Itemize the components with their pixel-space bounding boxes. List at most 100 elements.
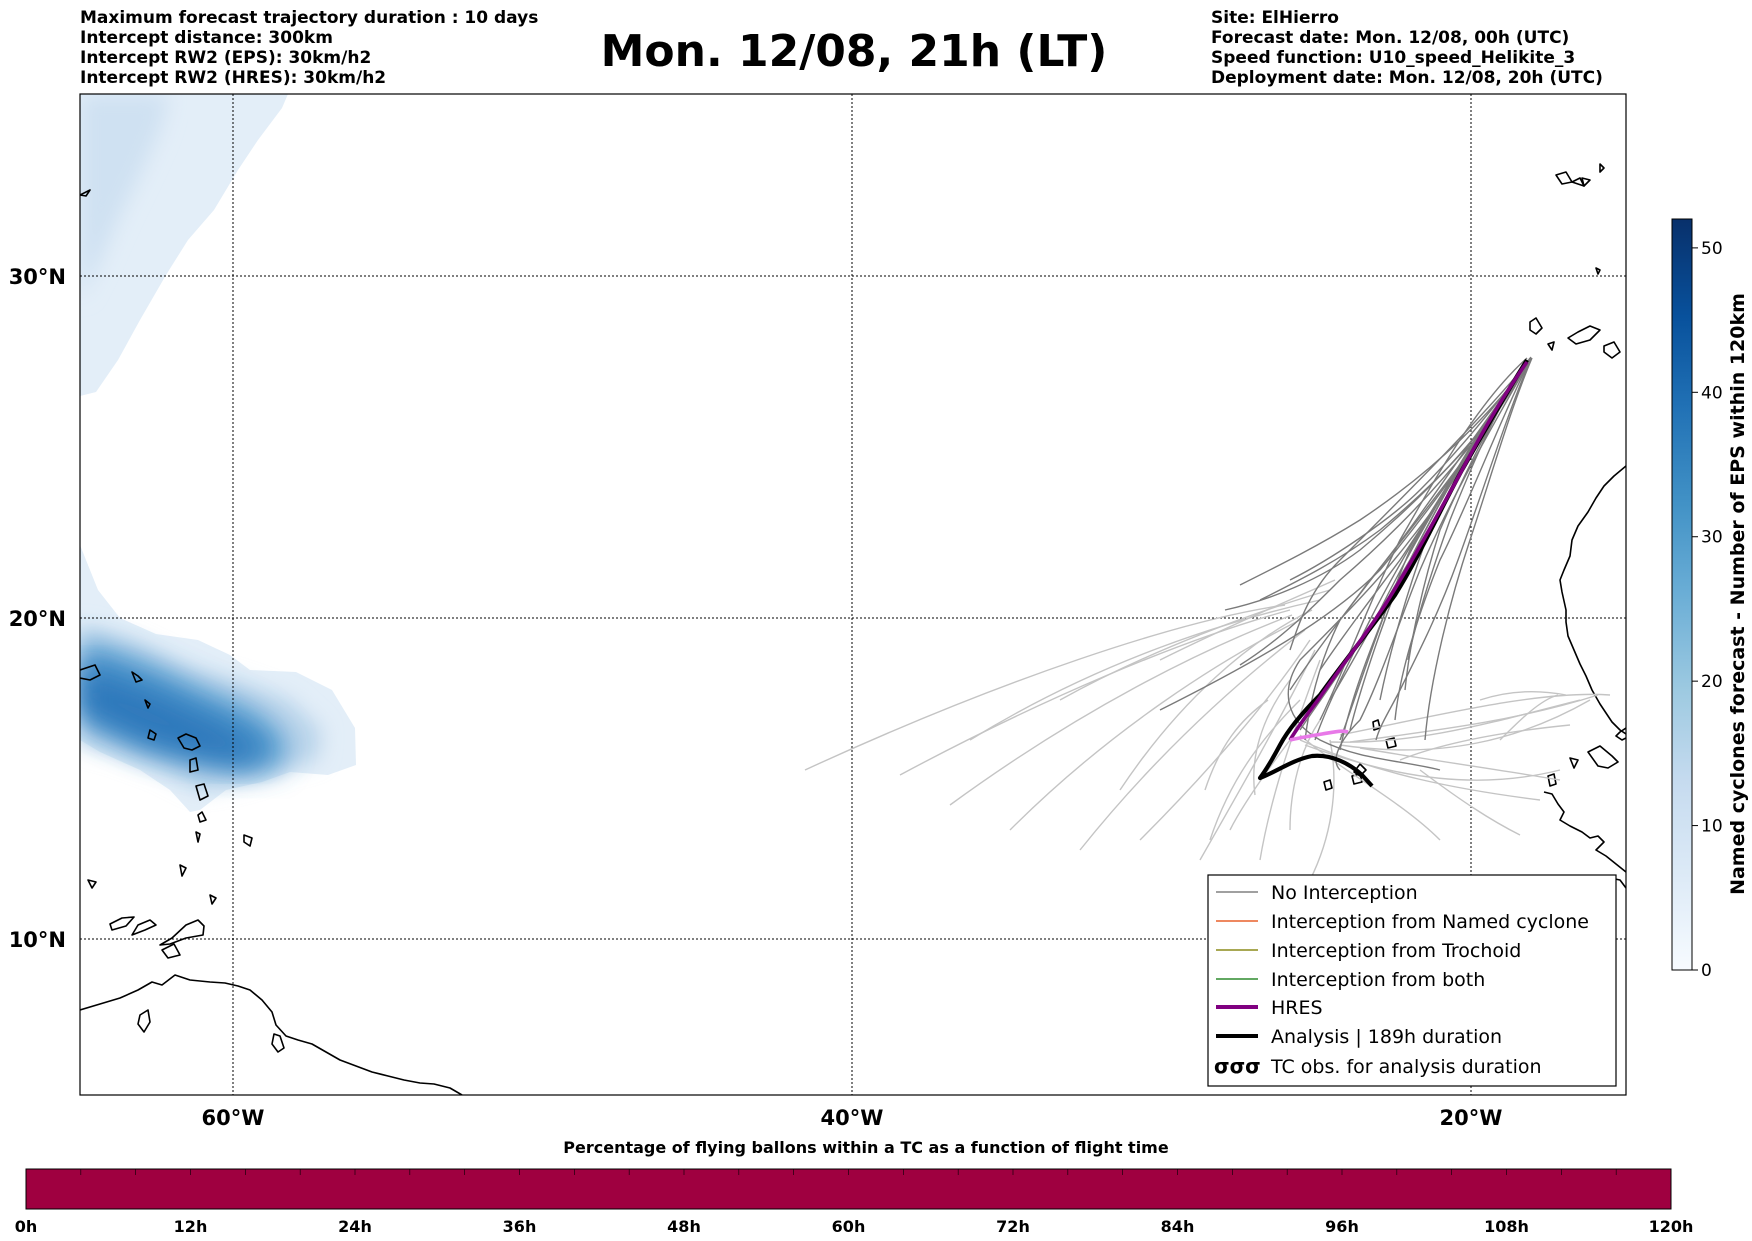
eps-trajectory: [1204, 699, 1269, 791]
flight-time-tick-label: 96h: [1325, 1217, 1359, 1236]
flight-time-tick-label: 36h: [503, 1217, 537, 1236]
info-line: Intercept RW2 (HRES): 30km/h2: [80, 68, 387, 88]
eps-trajectory: [1335, 361, 1530, 771]
eps-trajectory: [1419, 769, 1521, 836]
madeira: [1529, 317, 1543, 335]
flight-time-bar-ticks: 0h 12h 24h 36h 48h 60h 72h 84h 96h 108h 120h: [15, 1217, 1694, 1236]
info-line: Intercept RW2 (EPS): 30km/h2: [80, 48, 372, 68]
lon-label-40w: 40°W: [821, 1106, 884, 1130]
flight-time-tick-label: 84h: [1161, 1217, 1195, 1236]
canary-island: [1603, 341, 1621, 359]
azores-island: [1599, 163, 1605, 173]
page-title: Mon. 12/08, 21h (LT): [600, 26, 1108, 77]
caribbean-island: [243, 834, 253, 847]
info-line: Deployment date: Mon. 12/08, 20h (UTC): [1211, 68, 1603, 88]
africa-coast-west: [1543, 791, 1626, 873]
lat-label-20n: 20°N: [9, 607, 66, 631]
legend-label: HRES: [1271, 997, 1323, 1019]
legend-item-trochoid: Interception from Trochoid: [1216, 940, 1521, 962]
hres-track-late: [1289, 729, 1349, 742]
colorbar: 0 10 20 30 40 50 Named cyclones forecast - Nu…: [1671, 218, 1749, 981]
eps-trajectory: [1375, 357, 1532, 741]
lat-label-30n: 30°N: [9, 265, 66, 289]
eps-trajectory: [949, 614, 1293, 806]
forecast-parameters: Maximum forecast trajectory duration : 1…: [80, 8, 538, 88]
site-parameters: Site: ElHierro Forecast date: Mon. 12/08…: [1211, 8, 1603, 88]
caribbean-island: [131, 919, 157, 936]
africa-coast: [1615, 727, 1626, 741]
flight-time-bar-fill: [25, 1168, 1672, 1210]
density-band-south-peak: [80, 665, 262, 764]
caribbean-island: [109, 916, 135, 931]
colorbar-ticks: 0 10 20 30 40 50: [1692, 239, 1723, 981]
colorbar-gradient: [1671, 218, 1693, 971]
info-line: Intercept distance: 300km: [80, 28, 333, 48]
eps-trajectory: [1499, 694, 1559, 741]
lon-label-20w: 20°W: [1440, 1106, 1503, 1130]
eps-trajectory: [1399, 724, 1571, 761]
caribbean-island: [177, 733, 201, 751]
eps-trajectory: [1253, 679, 1291, 796]
caribbean-island: [144, 699, 151, 709]
caribbean-island: [159, 919, 205, 946]
legend-item-both: Interception from both: [1216, 969, 1485, 991]
flight-time-tick-label: 0h: [15, 1217, 38, 1236]
caribbean-island: [87, 879, 97, 889]
legend: No Interception Interception from Named …: [1207, 874, 1617, 1087]
legend-item-tc-obs: σσσ TC obs. for analysis duration: [1214, 1054, 1542, 1078]
eps-trajectory: [804, 604, 1286, 771]
eps-trajectory: [1349, 694, 1599, 743]
eps-trajectory: [1289, 363, 1528, 691]
caribbean-island: [189, 757, 199, 773]
legend-label: Analysis | 189h duration: [1271, 1026, 1502, 1048]
colorbar-tick-label: 10: [1701, 817, 1723, 837]
caribbean-island: [271, 1033, 285, 1053]
caribbean-island: [179, 864, 187, 877]
density-band-north-inner: [80, 94, 170, 300]
african-island: [1569, 757, 1579, 769]
madeira: [1567, 325, 1601, 345]
info-line: Maximum forecast trajectory duration : 1…: [80, 8, 539, 28]
eps-trajectory: [1229, 739, 1291, 831]
eps-trajectory: [1299, 739, 1541, 801]
eps-trajectory: [1199, 649, 1316, 861]
lon-label-60w: 60°W: [202, 1106, 265, 1130]
eps-trajectory: [1009, 619, 1301, 831]
coastlines: [80, 163, 1626, 1095]
africa-coast-north: [1559, 465, 1626, 735]
legend-label: Interception from Named cyclone: [1271, 911, 1589, 933]
canary-island: [1547, 341, 1555, 351]
eps-trajectory: [969, 599, 1321, 741]
caribbean-island: [197, 811, 207, 823]
tc-symbol-icon: σσσ: [1214, 1054, 1261, 1078]
legend-item-analysis: Analysis | 189h duration: [1216, 1026, 1502, 1048]
legend-item-hres: HRES: [1216, 997, 1323, 1019]
eps-trajectory: [1239, 365, 1527, 586]
flight-time-tick-label: 120h: [1649, 1217, 1694, 1236]
eps-trajectory: [1289, 719, 1321, 831]
legend-label: Interception from Trochoid: [1271, 940, 1521, 962]
eps-trajectory: [1394, 359, 1531, 721]
caribbean-island: [209, 894, 217, 905]
colorbar-tick-label: 40: [1701, 383, 1723, 403]
south-america-coast: [80, 974, 463, 1095]
ensemble-trajectories-dark: [1159, 356, 1533, 771]
caribbean-island: [137, 1009, 151, 1033]
colorbar-title: Named cyclones forecast - Number of EPS …: [1727, 293, 1749, 895]
ensemble-trajectories-light: [804, 579, 1611, 881]
eps-trajectory: [1359, 747, 1561, 781]
eps-trajectory: [1319, 357, 1528, 721]
flight-time-tick-label: 108h: [1484, 1217, 1529, 1236]
eps-trajectory: [1329, 699, 1581, 743]
legend-label: No Interception: [1271, 882, 1418, 904]
caribbean-island: [161, 943, 181, 959]
caribbean-island: [147, 729, 157, 741]
eps-trajectory: [1079, 629, 1306, 851]
map-area: [80, 94, 1626, 1095]
african-island: [1587, 745, 1619, 769]
eps-trajectory: [1139, 639, 1311, 841]
azores-island: [1581, 177, 1591, 187]
eps-trajectory: [1479, 691, 1567, 701]
cabo-verde-island: [1385, 737, 1397, 749]
